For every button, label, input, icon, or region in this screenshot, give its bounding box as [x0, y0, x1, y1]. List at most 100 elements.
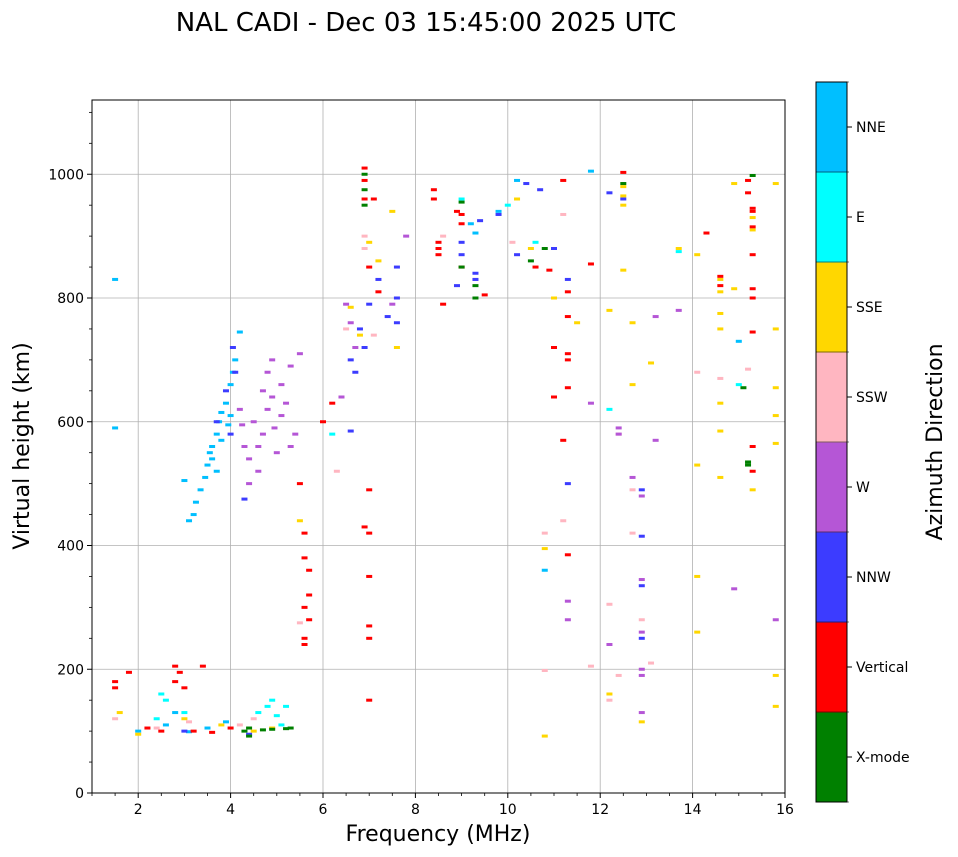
data-point-x-mode	[541, 247, 548, 250]
chart-title: NAL CADI - Dec 03 15:45:00 2025 UTC	[176, 8, 676, 38]
data-point-ssw	[541, 668, 548, 672]
data-point-vertical	[435, 247, 442, 250]
data-point-vertical	[125, 670, 132, 674]
data-point-sse	[393, 346, 400, 349]
data-point-sse	[648, 361, 655, 365]
data-point-sse	[296, 519, 303, 523]
data-point-sse	[389, 209, 396, 213]
data-point-w	[246, 457, 253, 461]
colorbar-segment	[816, 622, 847, 713]
data-point-x-mode	[287, 726, 294, 730]
data-point-ssw	[606, 602, 613, 606]
data-point-ssw	[629, 531, 636, 535]
data-point-nnw	[213, 420, 220, 424]
data-point-e	[735, 383, 742, 387]
data-point-vertical	[361, 178, 368, 182]
data-point-ssw	[112, 717, 119, 721]
data-point-vertical	[181, 686, 188, 690]
data-point-nnw	[638, 534, 645, 538]
data-point-w	[269, 358, 276, 362]
data-point-vertical	[551, 395, 557, 399]
data-point-sse	[717, 429, 724, 433]
data-point-e	[606, 407, 613, 411]
data-point-nne	[204, 726, 211, 730]
data-point-nnw	[638, 488, 645, 492]
data-point-w	[264, 407, 271, 411]
data-point-sse	[772, 182, 779, 186]
data-point-vertical	[749, 206, 756, 210]
data-point-w	[564, 599, 571, 603]
data-point-sse	[135, 732, 142, 736]
data-point-e	[269, 698, 276, 702]
data-point-w	[259, 389, 266, 393]
x-tick-label: 2	[134, 802, 143, 818]
data-point-w	[338, 395, 345, 399]
data-point-nne	[735, 339, 742, 343]
data-point-vertical	[749, 445, 756, 448]
data-point-nne	[213, 432, 220, 436]
data-point-vertical	[172, 680, 179, 684]
data-point-nnw	[241, 497, 248, 501]
data-point-e	[278, 723, 285, 727]
data-point-x-mode	[246, 726, 253, 730]
data-point-vertical	[366, 574, 373, 578]
data-point-x-mode	[749, 173, 756, 177]
data-point-nne	[222, 401, 229, 405]
data-point-sse	[606, 692, 613, 696]
data-point-w	[638, 578, 645, 582]
data-point-vertical	[301, 531, 308, 535]
data-point-nne	[186, 730, 193, 734]
data-point-w	[615, 426, 622, 430]
colorbar-tick-label: SSE	[856, 300, 883, 316]
data-point-ssw	[629, 488, 636, 492]
data-point-x-mode	[527, 259, 534, 263]
data-point-vertical	[564, 553, 571, 557]
data-point-sse	[694, 630, 701, 634]
data-point-ssw	[236, 723, 243, 727]
data-point-vertical	[564, 315, 571, 319]
data-point-sse	[717, 327, 724, 331]
data-point-sse	[731, 182, 738, 186]
data-point-vertical	[366, 488, 373, 492]
data-point-nnw	[246, 732, 253, 736]
data-point-vertical	[301, 643, 308, 646]
data-point-sse	[181, 717, 188, 721]
data-point-sse	[772, 704, 779, 708]
data-point-sse	[675, 247, 682, 250]
data-point-w	[255, 445, 262, 448]
data-point-ssw	[343, 327, 350, 331]
data-point-w	[652, 438, 659, 442]
data-point-nne	[236, 330, 243, 334]
data-point-sse	[620, 194, 627, 198]
data-point-vertical	[717, 274, 724, 278]
data-point-x-mode	[472, 296, 479, 300]
data-point-sse	[731, 287, 738, 291]
data-point-sse	[250, 729, 257, 733]
data-point-x-mode	[740, 386, 747, 390]
data-point-ssw	[717, 376, 724, 380]
data-point-sse	[694, 574, 701, 578]
data-point-nne	[227, 383, 234, 387]
data-point-sse	[551, 296, 557, 300]
data-point-w	[246, 482, 253, 486]
data-point-vertical	[301, 605, 308, 609]
data-point-ssw	[745, 367, 752, 371]
data-point-w	[278, 414, 285, 418]
data-point-vertical	[749, 330, 756, 334]
data-point-vertical	[430, 188, 437, 192]
data-point-nnw	[458, 240, 465, 244]
data-point-nne	[232, 358, 239, 362]
data-point-vertical	[564, 358, 571, 362]
data-point-vertical	[172, 664, 179, 668]
data-point-nnw	[352, 370, 359, 374]
data-point-vertical	[296, 482, 303, 486]
data-point-ssw	[370, 333, 377, 337]
colorbar-frame	[815, 81, 848, 803]
data-point-nne	[206, 451, 213, 455]
x-axis-ticks: 2 4 6 8 10 12 14 16	[91, 793, 794, 818]
data-point-w	[638, 494, 645, 498]
data-point-w	[241, 445, 248, 448]
data-point-sse	[772, 386, 779, 390]
data-point-ssw	[153, 726, 160, 730]
data-point-w	[292, 432, 299, 436]
